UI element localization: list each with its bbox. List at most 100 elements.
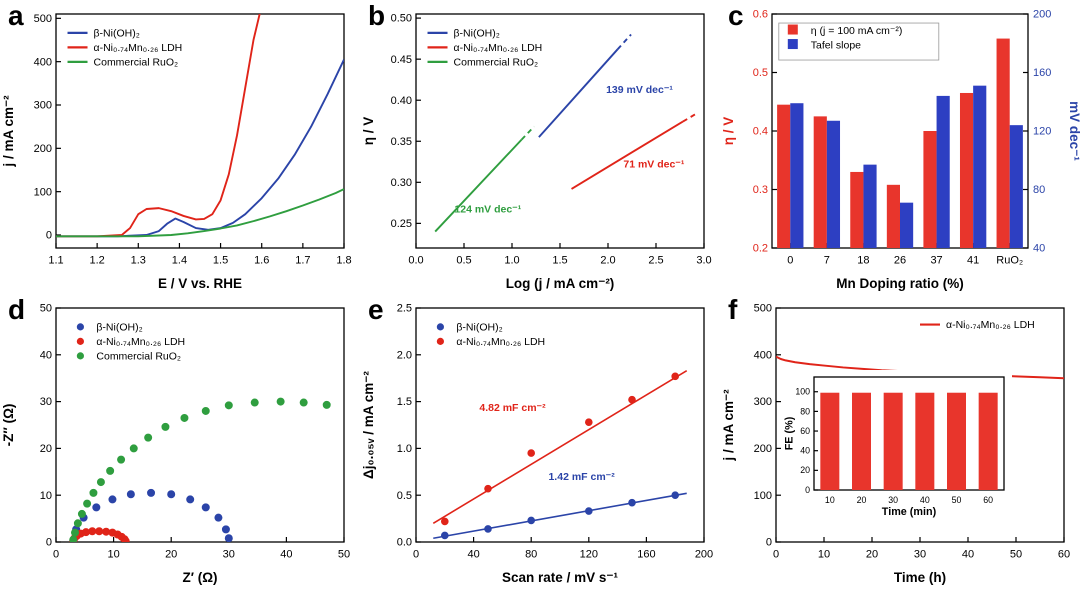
panel-e-label: e xyxy=(368,294,384,325)
svg-text:Tafel slope: Tafel slope xyxy=(811,40,861,52)
svg-text:Δj₀.₀₅ᵥ / mA cm⁻²: Δj₀.₀₅ᵥ / mA cm⁻² xyxy=(361,371,376,479)
svg-text:η / V: η / V xyxy=(361,117,376,146)
svg-text:1.3: 1.3 xyxy=(131,255,146,267)
svg-text:0: 0 xyxy=(787,255,793,267)
svg-text:500: 500 xyxy=(34,13,52,25)
svg-text:10: 10 xyxy=(818,549,830,561)
svg-text:Mn Doping ratio (%): Mn Doping ratio (%) xyxy=(836,276,963,291)
svg-text:30: 30 xyxy=(888,495,898,505)
panel-a-label: a xyxy=(8,0,24,31)
svg-text:1.8: 1.8 xyxy=(336,255,351,267)
svg-text:0.3: 0.3 xyxy=(753,184,768,196)
svg-text:400: 400 xyxy=(754,349,772,361)
svg-text:200: 200 xyxy=(754,443,772,455)
svg-text:1.5: 1.5 xyxy=(213,255,228,267)
panel-e: e 0 40 80 120 160 200 0.0 0.5 1.0 1.5 2.0 2.5 Scan r… xyxy=(360,294,720,589)
svg-text:2.0: 2.0 xyxy=(600,255,615,267)
svg-text:120: 120 xyxy=(1033,126,1051,138)
svg-text:j / mA cm⁻²: j / mA cm⁻² xyxy=(1,95,16,168)
svg-text:2.5: 2.5 xyxy=(397,303,412,315)
svg-text:139 mV dec⁻¹: 139 mV dec⁻¹ xyxy=(606,84,673,96)
svg-text:1.0: 1.0 xyxy=(504,255,519,267)
svg-text:60: 60 xyxy=(1058,549,1070,561)
svg-text:β-Ni(OH)₂: β-Ni(OH)₂ xyxy=(96,321,142,333)
svg-text:0.0: 0.0 xyxy=(397,537,412,549)
svg-text:300: 300 xyxy=(754,396,772,408)
svg-text:41: 41 xyxy=(967,255,979,267)
svg-text:100: 100 xyxy=(34,186,52,198)
svg-text:j / mA cm⁻²: j / mA cm⁻² xyxy=(721,389,736,462)
svg-text:1.5: 1.5 xyxy=(397,396,412,408)
svg-text:40: 40 xyxy=(962,549,974,561)
svg-text:0.45: 0.45 xyxy=(391,54,412,66)
panel-c: c 0 7 18 26 37 41 RuO₂ 0.2 0.3 0.4 0.5 0.6 40 80 120 16… xyxy=(720,0,1080,294)
panel-c-chart: 0 7 18 26 37 41 RuO₂ 0.2 0.3 0.4 0.5 0.6 40 80 120 160 2… xyxy=(721,9,1080,291)
svg-text:200: 200 xyxy=(695,549,713,561)
svg-text:7: 7 xyxy=(824,255,830,267)
svg-text:80: 80 xyxy=(525,549,537,561)
panel-b-label: b xyxy=(368,0,386,31)
svg-text:Scan rate / mV s⁻¹: Scan rate / mV s⁻¹ xyxy=(502,570,618,585)
svg-text:26: 26 xyxy=(894,255,906,267)
svg-text:30: 30 xyxy=(40,396,52,408)
svg-text:0: 0 xyxy=(46,537,52,549)
svg-text:0.35: 0.35 xyxy=(391,136,412,148)
svg-text:40: 40 xyxy=(800,446,810,456)
svg-text:200: 200 xyxy=(1033,9,1051,21)
svg-text:-Z″ (Ω): -Z″ (Ω) xyxy=(1,404,16,447)
svg-text:1.42 mF cm⁻²: 1.42 mF cm⁻² xyxy=(548,471,615,483)
svg-text:0.5: 0.5 xyxy=(456,255,471,267)
svg-text:40: 40 xyxy=(467,549,479,561)
svg-text:Time (h): Time (h) xyxy=(894,570,946,585)
svg-text:η / V: η / V xyxy=(721,117,736,146)
panel-d-label: d xyxy=(8,294,26,325)
svg-text:RuO₂: RuO₂ xyxy=(996,255,1023,267)
svg-text:40: 40 xyxy=(920,495,930,505)
svg-text:0.25: 0.25 xyxy=(391,218,412,230)
svg-text:40: 40 xyxy=(1033,243,1045,255)
svg-text:200: 200 xyxy=(34,143,52,155)
svg-text:2.0: 2.0 xyxy=(397,349,412,361)
panel-c-label: c xyxy=(728,0,744,31)
svg-text:124 mV dec⁻¹: 124 mV dec⁻¹ xyxy=(454,204,521,216)
svg-text:10: 10 xyxy=(40,490,52,502)
svg-text:0: 0 xyxy=(805,485,810,495)
svg-text:160: 160 xyxy=(1033,67,1051,79)
svg-text:10: 10 xyxy=(107,549,119,561)
panel-a: a 1.1 1.2 1.3 1.4 1.5 1.6 1.7 1.8 0 100 200 300 400 5… xyxy=(0,0,360,294)
svg-text:10: 10 xyxy=(825,495,835,505)
svg-text:60: 60 xyxy=(800,426,810,436)
svg-text:1.0: 1.0 xyxy=(397,443,412,455)
svg-text:Z′ (Ω): Z′ (Ω) xyxy=(182,570,217,585)
panel-f-inset-chart: 10 20 30 40 50 60 0 20 40 60 80 100 Time (min) FE (%) xyxy=(782,370,1012,520)
svg-text:0.40: 0.40 xyxy=(391,95,412,107)
svg-text:Log (j / mA cm⁻²): Log (j / mA cm⁻²) xyxy=(506,276,615,291)
svg-text:20: 20 xyxy=(866,549,878,561)
svg-text:0.5: 0.5 xyxy=(753,67,768,79)
panel-d-chart: 0 10 20 30 40 50 0 10 20 30 40 50 Z′ (Ω) -Z″ (Ω) β-Ni(… xyxy=(1,303,350,585)
svg-text:1.2: 1.2 xyxy=(89,255,104,267)
svg-text:β-Ni(OH)₂: β-Ni(OH)₂ xyxy=(456,321,502,333)
svg-text:Commercial RuO₂: Commercial RuO₂ xyxy=(96,350,181,362)
svg-text:1.5: 1.5 xyxy=(552,255,567,267)
panel-f: f 0 10 20 30 40 50 60 0 100 200 300 400 500 Time (h) j… xyxy=(720,294,1080,589)
panel-e-chart: 0 40 80 120 160 200 0.0 0.5 1.0 1.5 2.0 2.5 Scan rat… xyxy=(361,303,713,585)
svg-text:30: 30 xyxy=(914,549,926,561)
panel-a-chart: 1.1 1.2 1.3 1.4 1.5 1.6 1.7 1.8 0 100 200 300 400 500… xyxy=(1,13,352,291)
svg-text:400: 400 xyxy=(34,56,52,68)
svg-text:60: 60 xyxy=(983,495,993,505)
svg-text:0.5: 0.5 xyxy=(397,490,412,502)
svg-text:0.4: 0.4 xyxy=(753,126,768,138)
svg-text:100: 100 xyxy=(754,490,772,502)
svg-text:2.5: 2.5 xyxy=(648,255,663,267)
svg-text:30: 30 xyxy=(223,549,235,561)
svg-text:4.82 mF cm⁻²: 4.82 mF cm⁻² xyxy=(479,402,546,414)
svg-text:20: 20 xyxy=(857,495,867,505)
svg-text:20: 20 xyxy=(165,549,177,561)
svg-text:300: 300 xyxy=(34,100,52,112)
svg-text:50: 50 xyxy=(40,303,52,315)
svg-text:18: 18 xyxy=(857,255,869,267)
svg-text:α-Ni₀.₇₄Mn₀.₂₆ LDH: α-Ni₀.₇₄Mn₀.₂₆ LDH xyxy=(96,336,185,348)
svg-text:160: 160 xyxy=(637,549,655,561)
